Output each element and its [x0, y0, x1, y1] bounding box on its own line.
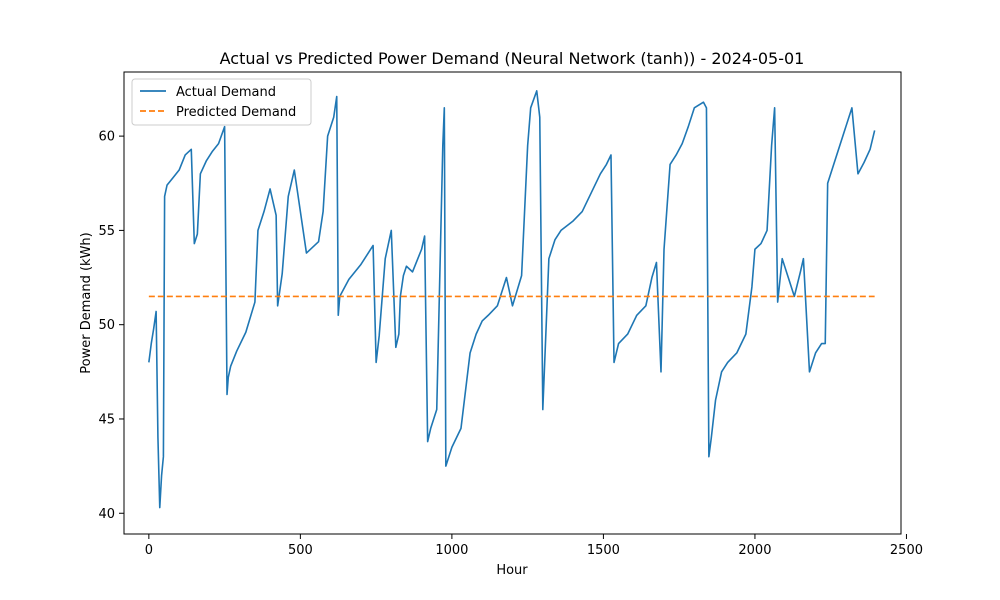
y-axis-label: Power Demand (kWh) [79, 232, 94, 373]
legend: Actual Demand Predicted Demand [131, 78, 312, 126]
legend-label: Predicted Demand [176, 105, 296, 120]
series-layer [148, 90, 876, 509]
x-tick-label: 500 [288, 543, 313, 558]
chart-title: Actual vs Predicted Power Demand (Neural… [220, 49, 805, 68]
y-tick-label: 40 [98, 507, 115, 522]
x-tick-label: 2500 [890, 543, 923, 558]
x-tick-label: 0 [145, 543, 153, 558]
y-tick-label: 60 [98, 130, 115, 145]
y-axis: 40 45 50 55 60 [98, 130, 124, 522]
series-line-actual-demand [148, 90, 876, 509]
plot-area-frame [123, 71, 902, 535]
y-tick-label: 50 [98, 318, 115, 333]
y-tick-label: 55 [98, 224, 115, 239]
x-axis: 0 500 1000 1500 2000 2500 [145, 534, 923, 558]
x-tick-label: 1000 [435, 543, 468, 558]
x-tick-label: 1500 [587, 543, 620, 558]
x-axis-label: Hour [496, 563, 528, 578]
y-tick-label: 45 [98, 412, 115, 427]
x-tick-label: 2000 [738, 543, 771, 558]
legend-box [131, 78, 312, 126]
legend-label: Actual Demand [176, 85, 276, 100]
